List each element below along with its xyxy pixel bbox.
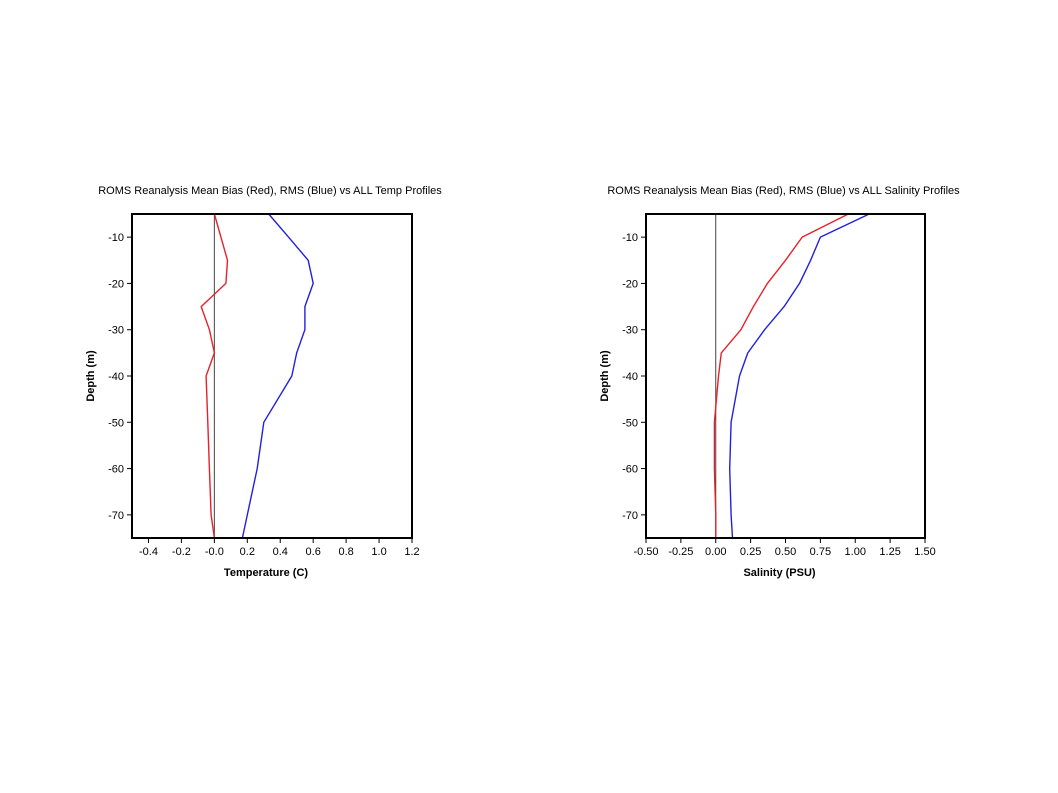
chart-2-y-tick-label: -70 [622,510,638,522]
chart-2-x-tick-label: 1.25 [879,546,900,558]
chart-1-x-tick-label: 0.6 [306,546,321,558]
chart-1-x-tick-label: -0.4 [139,546,158,558]
chart-2-x-tick-label: 0.50 [775,546,796,558]
chart-2-x-tick-label: -0.25 [668,546,693,558]
chart-1-y-tick-label: -50 [108,417,124,429]
chart-1-y-tick-label: -70 [108,510,124,522]
chart-1-series-2-line [241,213,314,539]
chart-1-x-tick-label: 0.4 [273,546,288,558]
chart-1-series-1-line [200,213,229,539]
chart-2-y-tick-label: -20 [622,278,638,290]
chart-2-plot-frame [645,213,926,539]
chart-1-x-tick-label: 0.2 [240,546,255,558]
chart-2-x-tick-label: 1.00 [845,546,866,558]
chart-1-plot-frame [131,213,413,539]
chart-2-y-tick-label: -30 [622,325,638,337]
chart-2-x-tick-label: 0.00 [705,546,726,558]
chart-1-y-axis-label: Depth (m) [85,350,97,402]
chart-1-x-axis-label: Temperature (C) [224,567,308,579]
chart-2-x-tick-label: -0.50 [633,546,658,558]
chart-1-x-tick-label: 0.8 [338,546,353,558]
chart-1-x-tick-label: 1.0 [371,546,386,558]
chart-2-y-axis-label: Depth (m) [599,350,611,402]
chart-2-y-tick-label: -50 [622,417,638,429]
chart-1-y-tick-label: -10 [108,232,124,244]
chart-1-y-tick-label: -20 [108,278,124,290]
chart-2-x-tick-label: 0.75 [810,546,831,558]
chart-2-y-tick-label: -40 [622,371,638,383]
chart-2-series-2-line [729,213,870,539]
chart-1-title: ROMS Reanalysis Mean Bias (Red), RMS (Bl… [98,185,442,197]
chart-2-x-tick-label: 1.50 [914,546,935,558]
chart-1-y-tick-label: -60 [108,464,124,476]
chart-1-y-tick-label: -30 [108,325,124,337]
chart-1-x-tick-label: -0.2 [172,546,191,558]
chart-2-title: ROMS Reanalysis Mean Bias (Red), RMS (Bl… [607,185,960,197]
chart-2-y-tick-label: -10 [622,232,638,244]
chart-2-series-1-line [713,213,849,538]
chart-2-y-tick-label: -60 [622,464,638,476]
chart-1-y-tick-label: -40 [108,371,124,383]
chart-1-x-tick-label: -0.0 [205,546,224,558]
chart-1-x-tick-label: 1.2 [404,546,419,558]
chart-2-x-tick-label: 0.25 [740,546,761,558]
chart-2-x-axis-label: Salinity (PSU) [743,567,815,579]
